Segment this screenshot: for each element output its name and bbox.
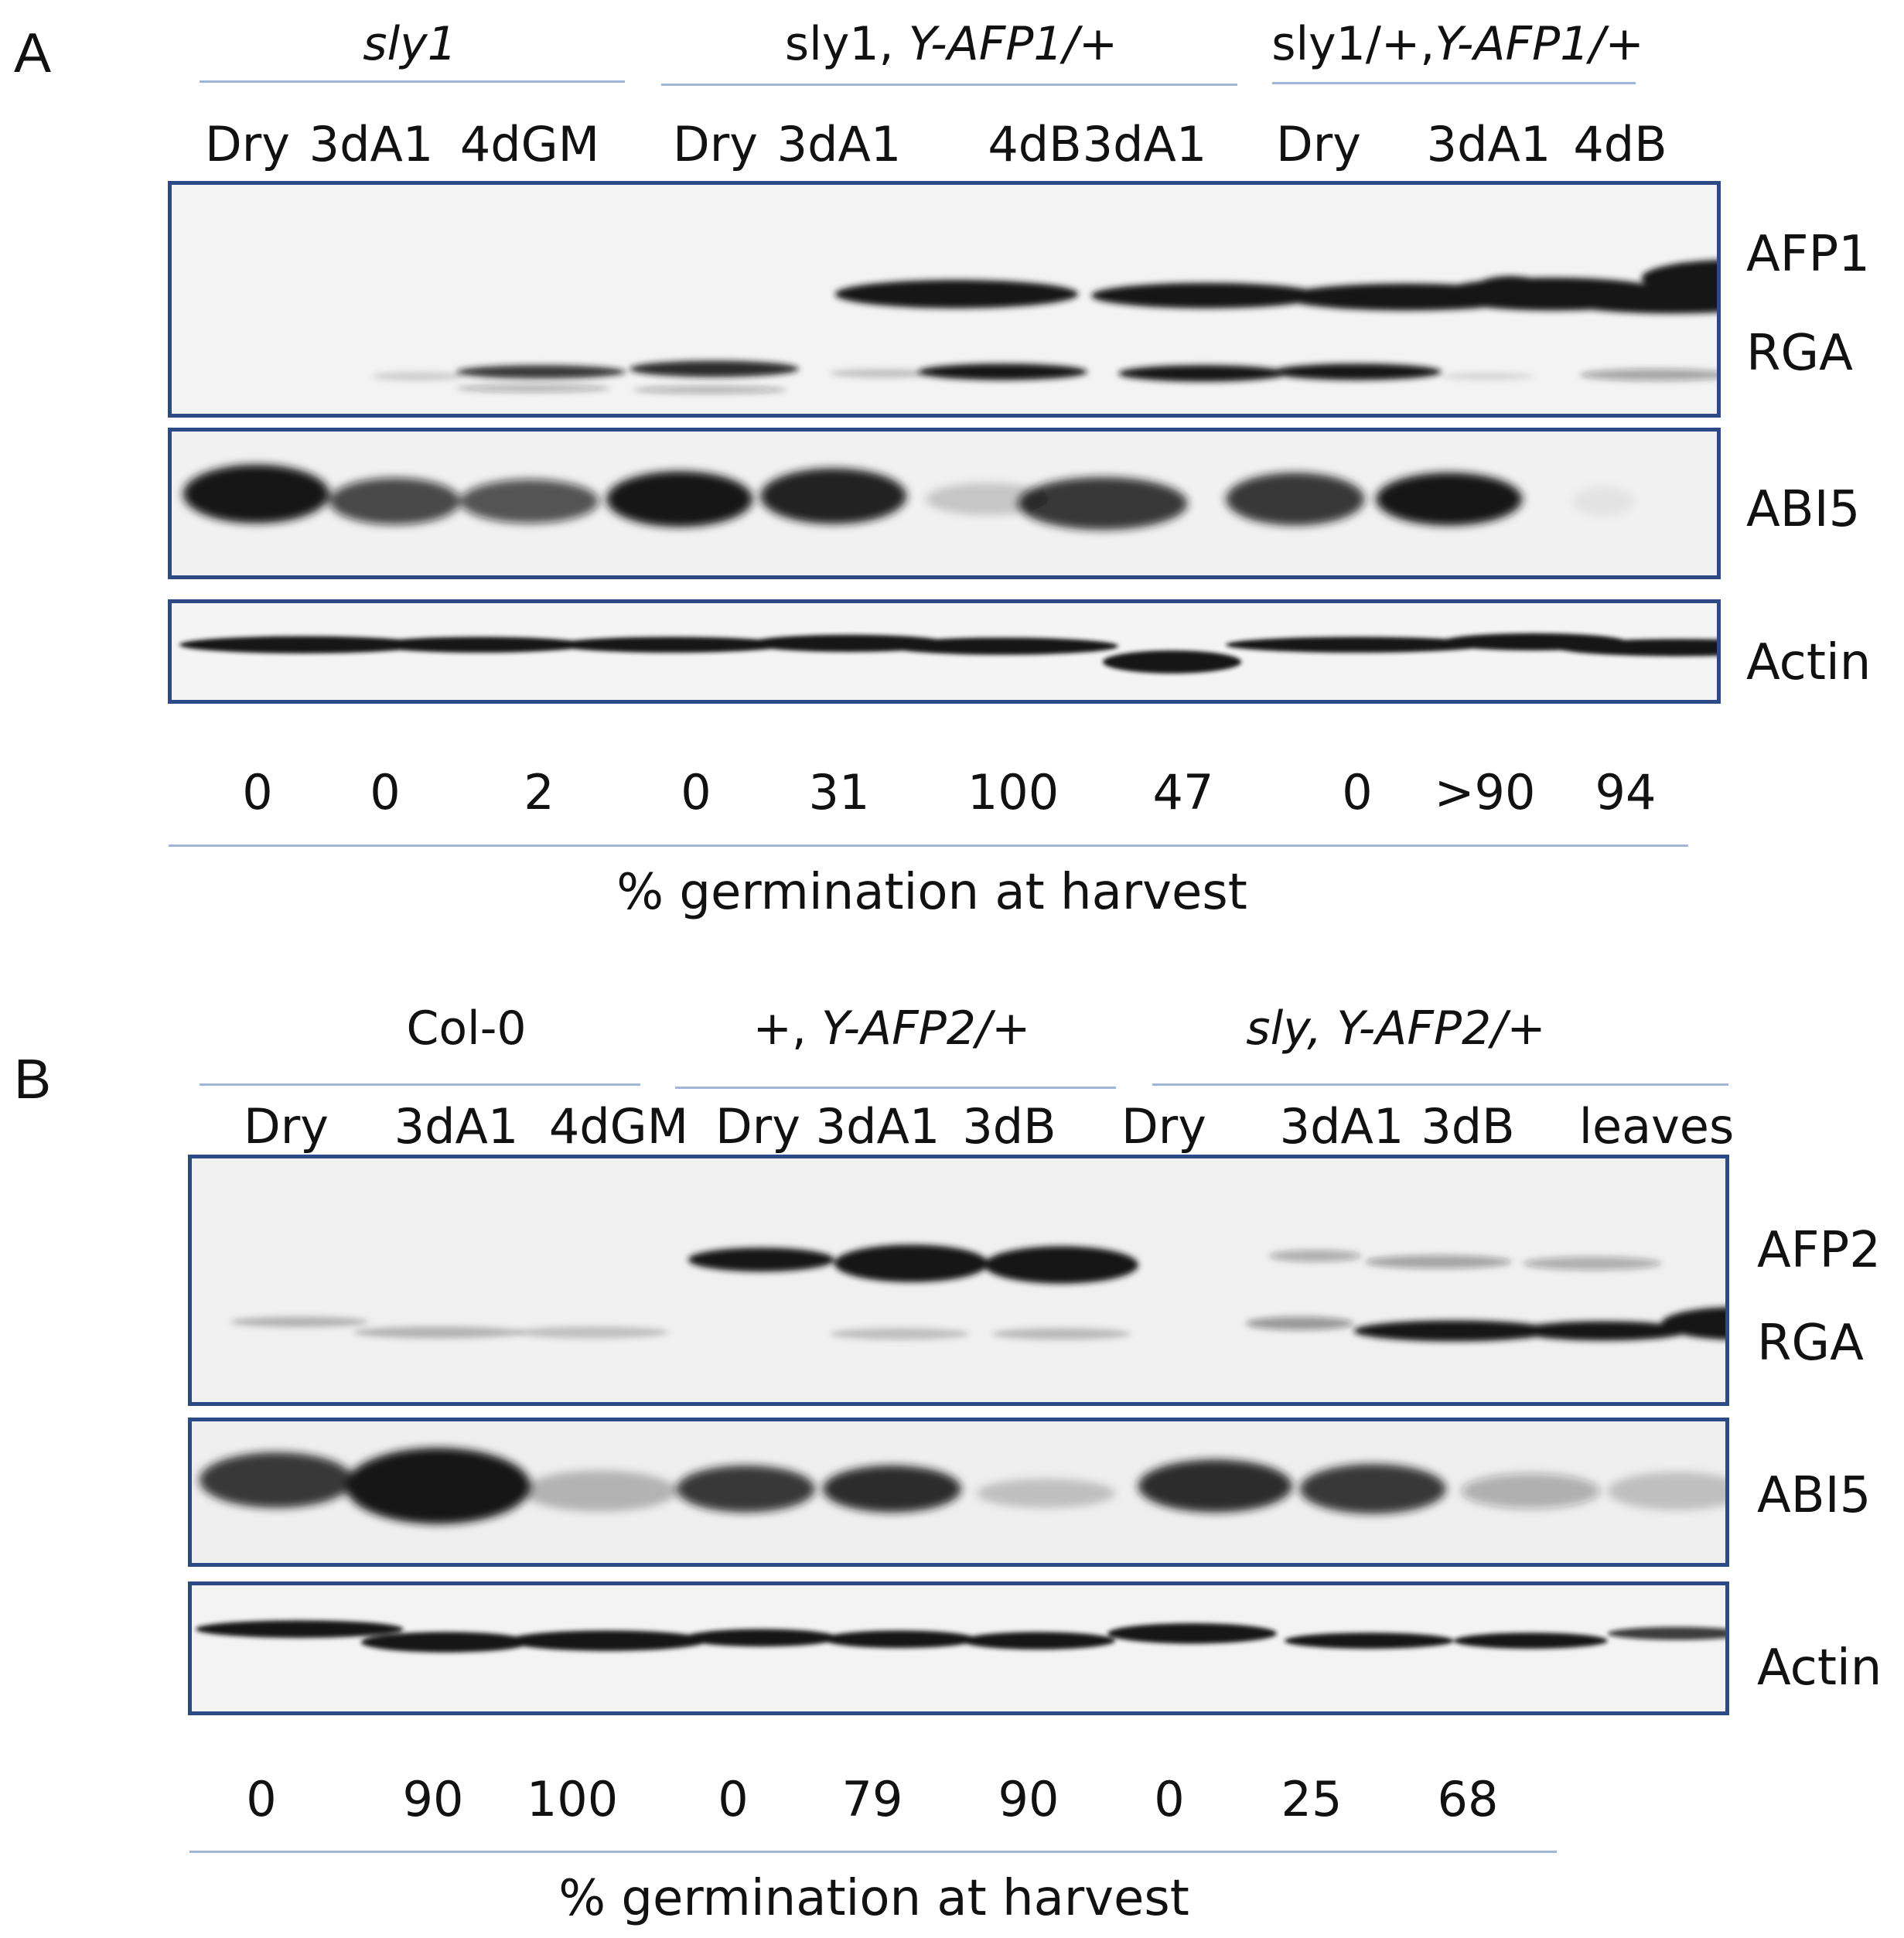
genotype-suffix: Y-AFP2/+ [1336,1001,1546,1056]
germination-value: 25 [1281,1771,1343,1827]
lane-label: 3dA1 [1426,116,1551,172]
band-label-actin: Actin [1757,1639,1882,1697]
germination-value: 0 [242,764,273,821]
band-label-abi5: ABI5 [1746,481,1861,538]
band-label-abi5: ABI5 [1757,1467,1872,1524]
germination-value: 0 [246,1771,277,1827]
band-label-actin: Actin [1746,634,1872,691]
genotype-prefix: sly, [1246,1001,1337,1056]
lane-label: 3dA1 [776,116,902,172]
blot-afp1-rga [168,181,1721,418]
lane-label: 3dB [962,1098,1056,1155]
germination-value: 0 [1342,764,1373,821]
blot-image [192,1421,1725,1563]
lane-label: Dry [244,1098,329,1155]
genotype-suffix: Y-AFP2/+ [821,1001,1031,1056]
genotype-label: sly1 [363,17,457,71]
germination-value: 100 [526,1771,619,1827]
blot-actin [168,599,1721,704]
germination-value: 47 [1152,764,1214,821]
lane-label: 3dA1 [309,116,434,172]
germination-value: >90 [1434,764,1536,821]
germination-rule [169,844,1688,847]
lane-label: leaves [1578,1098,1735,1155]
germination-value: 79 [841,1771,903,1827]
blot-image [192,1585,1725,1711]
lane-label: 4dGM [548,1098,689,1155]
lane-label: Dry [715,1098,800,1155]
panel-letter-a: A [14,22,52,84]
genotype-label: sly, Y-AFP2/+ [1246,1001,1545,1056]
lane-label: 3dA1 [1279,1098,1404,1155]
germination-value: 68 [1437,1771,1499,1827]
lane-label: 3dA1 [394,1098,519,1155]
germination-value: 0 [718,1771,749,1827]
genotype-prefix: sly1/+, [1271,17,1435,71]
germination-rule [189,1851,1557,1853]
lane-label: Dry [205,116,290,172]
lane-label: 3dA1 [815,1098,940,1155]
lane-label: Dry [673,116,758,172]
genotype-prefix: sly1, [784,17,909,71]
germination-value: 90 [402,1771,464,1827]
genotype-rule [200,80,625,83]
germination-value: 2 [524,764,554,821]
blot-abi5 [188,1418,1729,1567]
germination-value: 0 [1154,1771,1185,1827]
blot-image [172,603,1717,700]
lane-label: 3dB [1421,1098,1515,1155]
panel-letter-b: B [14,1049,52,1111]
lane-label: 4dB [988,116,1082,172]
blot-image [192,1158,1725,1402]
band-label-rga: RGA [1746,325,1853,382]
germination-axis-label: % germination at harvest [558,1870,1189,1927]
germination-value: 31 [808,764,870,821]
genotype-rule [1152,1083,1728,1086]
genotype-label: sly1, Y-AFP1/+ [785,17,1117,71]
genotype-label: +, Y-AFP2/+ [753,1001,1031,1056]
blot-afp2-rga [188,1155,1729,1406]
genotype-rule [661,84,1237,86]
blot-abi5 [168,428,1721,579]
germination-value: 94 [1595,764,1657,821]
blot-image [172,185,1717,414]
lane-label: 3dA1 [1082,116,1207,172]
germination-value: 0 [370,764,401,821]
germination-axis-label: % germination at harvest [616,864,1247,921]
band-label-afp1: AFP1 [1746,226,1870,283]
genotype-label: Col-0 [406,1001,527,1056]
genotype-label: sly1/+,Y-AFP1/+ [1271,17,1644,71]
blot-actin [188,1581,1729,1715]
germination-value: 0 [681,764,711,821]
lane-label: 4dB [1573,116,1667,172]
genotype-rule [1272,82,1636,84]
lane-label: Dry [1276,116,1361,172]
genotype-rule [200,1083,640,1086]
blot-image [172,432,1717,575]
band-label-rga: RGA [1757,1315,1864,1372]
germination-value: 90 [998,1771,1059,1827]
lane-label: Dry [1121,1098,1206,1155]
genotype-suffix: Y-AFP1/+ [1435,17,1644,71]
band-label-afp2: AFP2 [1757,1222,1881,1279]
genotype-rule [675,1087,1116,1089]
lane-label: 4dGM [459,116,600,172]
genotype-suffix: Y-AFP1/+ [908,17,1118,71]
germination-value: 100 [967,764,1059,821]
genotype-prefix: +, [752,1001,821,1056]
